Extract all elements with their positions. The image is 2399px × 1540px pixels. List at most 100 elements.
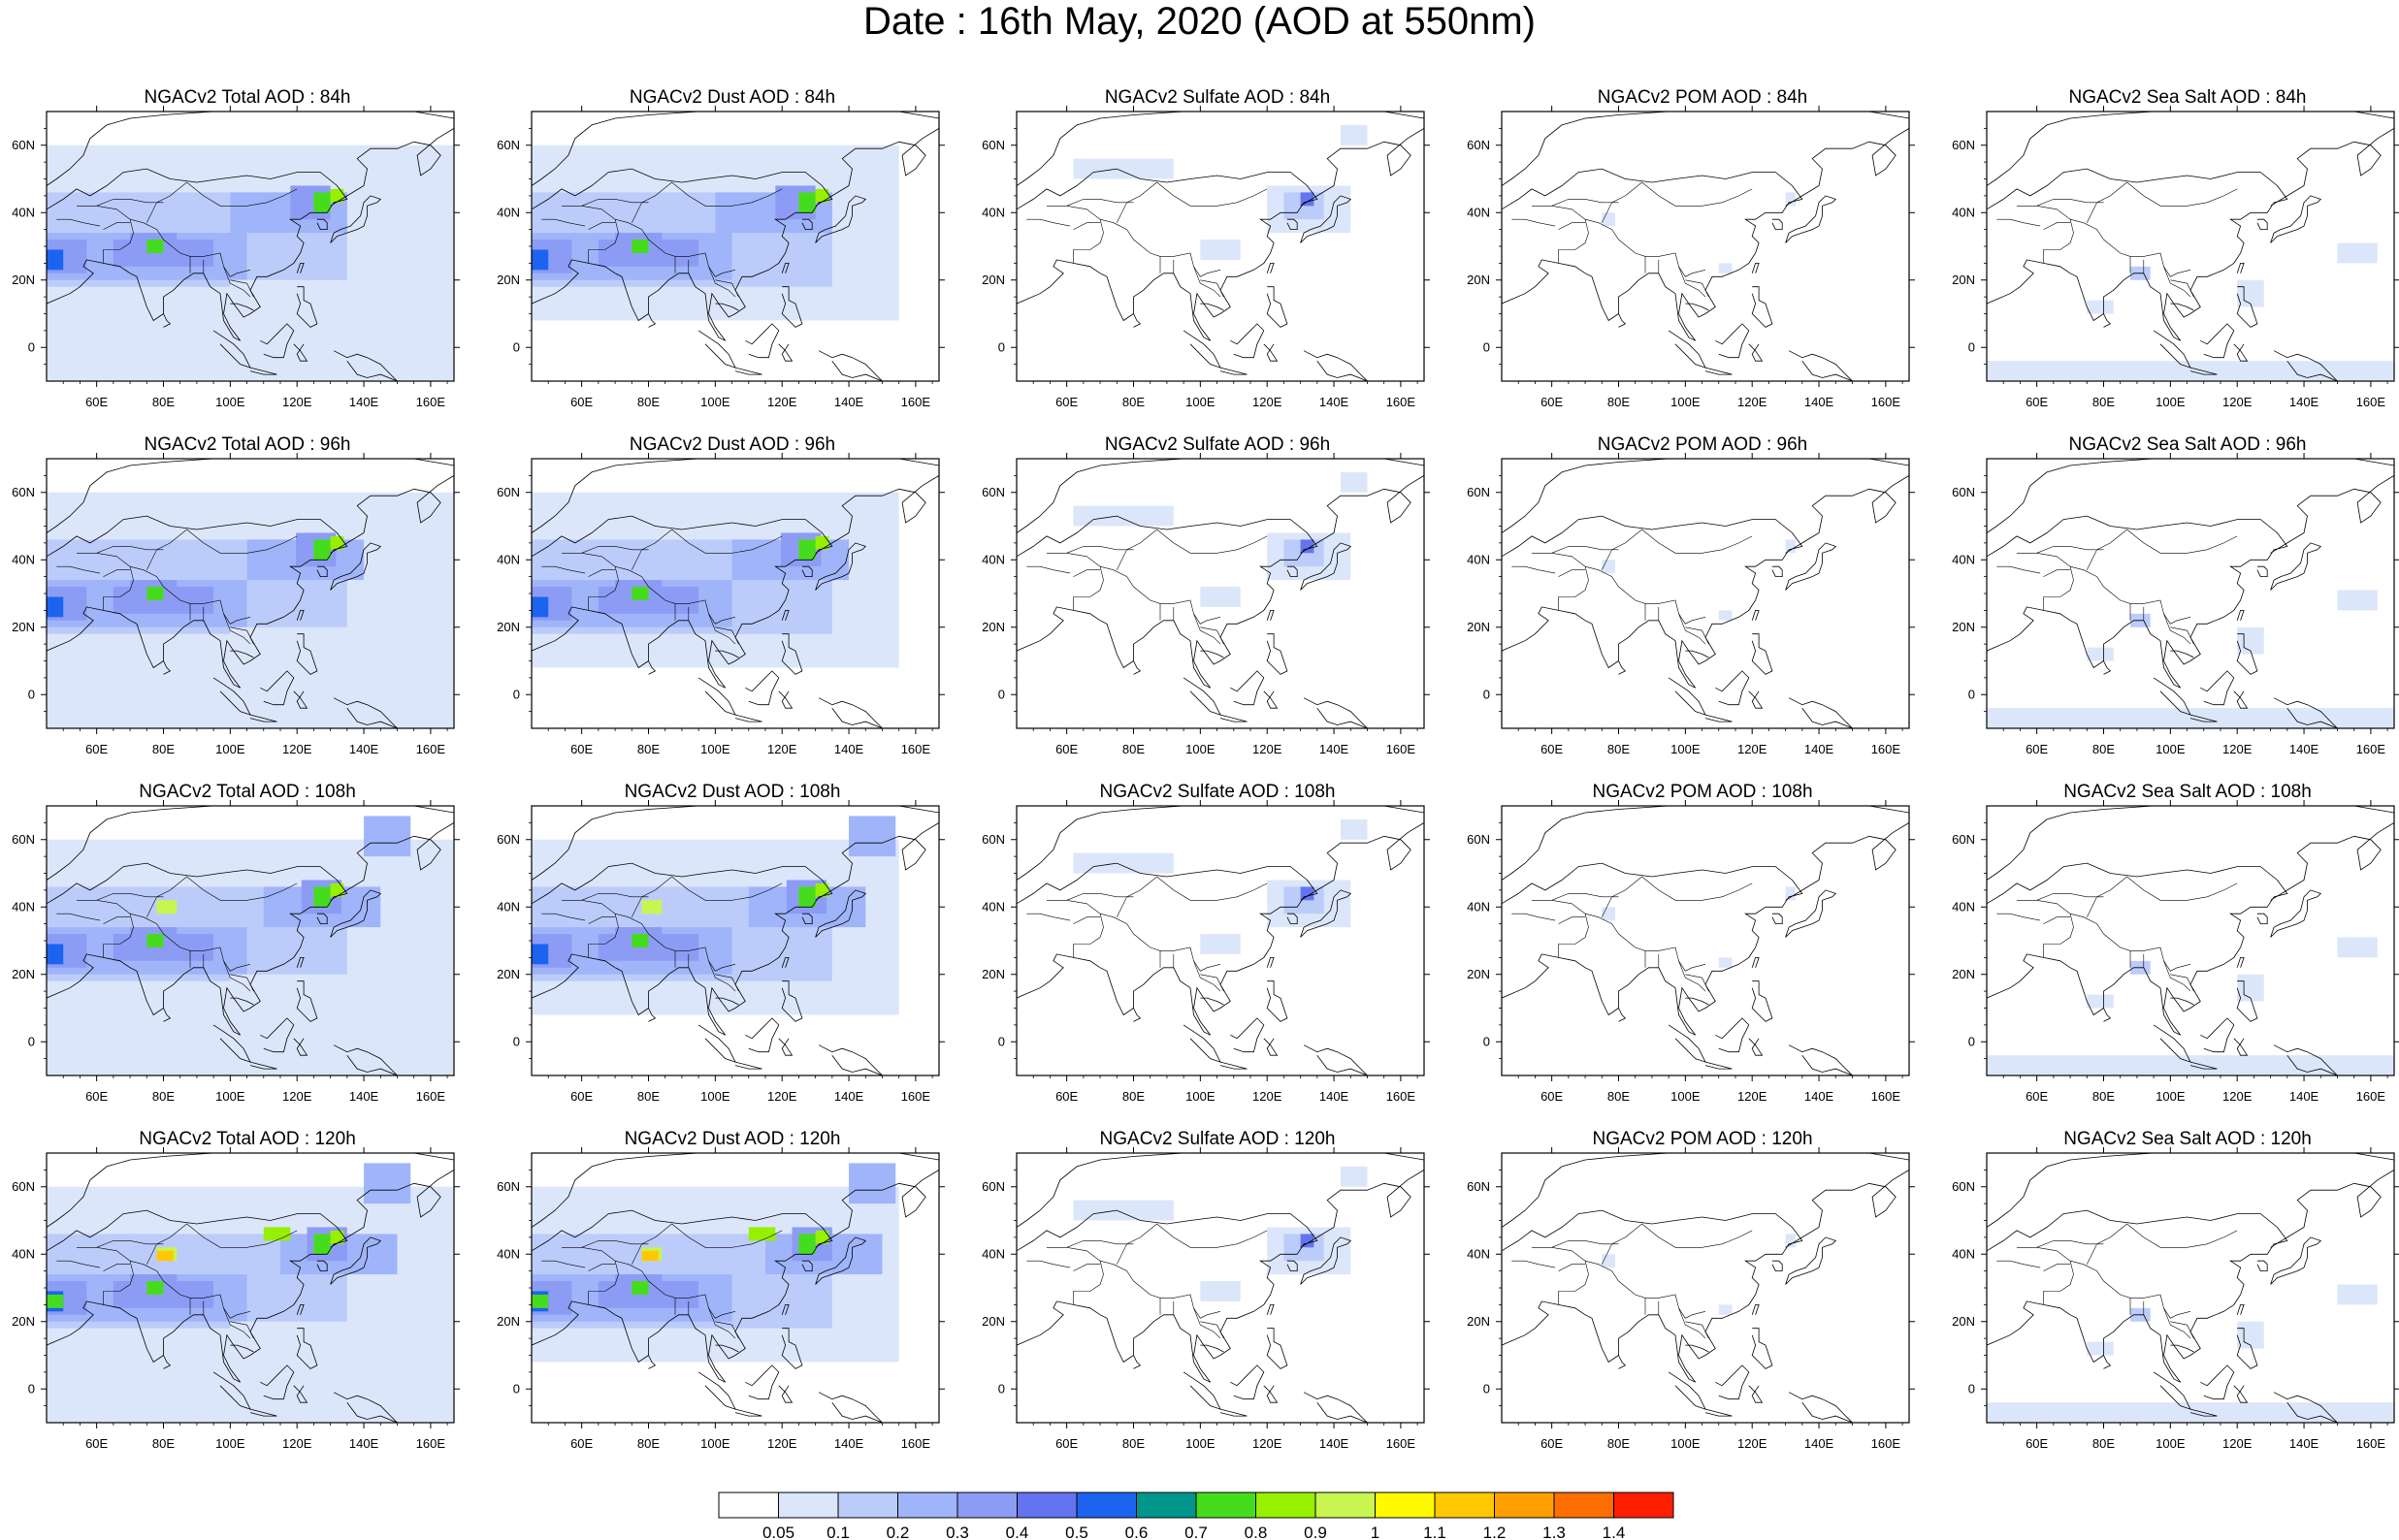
country-border <box>1511 1260 1556 1268</box>
country-border <box>230 974 254 992</box>
aod-field <box>47 1163 454 1423</box>
coastline <box>2189 1061 2218 1070</box>
map-background <box>1502 459 1909 728</box>
coastline <box>715 303 739 311</box>
aod-cell <box>230 279 454 348</box>
lat-tick-label: 60N <box>982 832 1005 847</box>
country-border <box>77 893 164 901</box>
aod-field <box>1987 937 2394 1075</box>
map-plot: 60E 80E 100E 120E 140E 160E 60N 40N 20N 0 <box>12 1147 460 1451</box>
lon-tick-label: 60E <box>2026 742 2048 756</box>
coastline <box>1300 475 1424 554</box>
country-border <box>632 529 783 570</box>
country-border <box>1511 565 1556 574</box>
aod-cell <box>632 240 649 253</box>
coastline <box>1219 714 1248 722</box>
map-plot: 60E 80E 100E 120E 140E 160E 60N 40N 20N 0 <box>497 453 945 756</box>
lon-tick-label: 140E <box>1804 1089 1834 1104</box>
lat-tick-label: 60N <box>12 138 35 152</box>
coastlines <box>532 112 939 381</box>
aod-cell <box>1718 610 1733 621</box>
aod-cell <box>1340 1166 1368 1187</box>
lon-tick-label: 60E <box>85 1089 108 1104</box>
country-border <box>2170 974 2194 992</box>
country-border <box>581 900 736 972</box>
lat-tick-label: 20N <box>1467 1314 1490 1329</box>
coastline <box>2103 1355 2112 1369</box>
coastline <box>781 956 790 968</box>
coastline <box>2256 1260 2268 1271</box>
lat-tick-label: 60N <box>1467 1179 1490 1194</box>
coastlines <box>532 806 939 1075</box>
country-border <box>1678 960 1706 992</box>
aod-cell <box>798 886 816 908</box>
coastline <box>1748 1038 1764 1056</box>
coastline <box>47 515 348 689</box>
lon-tick-label: 100E <box>215 1089 245 1104</box>
coastline <box>2170 650 2194 658</box>
coastline <box>2236 609 2245 621</box>
colorbar-label: 1.2 <box>1483 1524 1507 1540</box>
coastline <box>333 1392 398 1423</box>
aod-cell <box>47 249 64 271</box>
map-plot: 60E 80E 100E 120E 140E 160E 60N 40N 20N 0 <box>1952 453 2399 756</box>
coastline <box>1266 1303 1275 1315</box>
country-border <box>2043 566 2074 611</box>
lat-tick-label: 60N <box>982 485 1005 499</box>
coastline <box>2270 195 2322 243</box>
coastline <box>1987 168 2288 341</box>
country-border <box>1558 916 1586 924</box>
coastline <box>1502 515 1803 689</box>
lon-tick-label: 80E <box>2092 395 2115 409</box>
country-border <box>2043 222 2071 230</box>
coastline <box>1230 1017 1265 1053</box>
coastline <box>1133 1355 1142 1369</box>
coastline <box>1668 677 1706 716</box>
country-border <box>1047 546 1134 554</box>
aod-cell <box>2337 242 2378 264</box>
aod-cell <box>849 816 896 857</box>
lon-tick-label: 160E <box>1386 1089 1416 1104</box>
coastline <box>2273 697 2338 728</box>
country-border <box>1602 181 1753 223</box>
coastline <box>778 343 794 362</box>
coastline <box>1266 633 1288 675</box>
panel-title: NGACv2 Sea Salt AOD : 120h <box>2063 1129 2312 1149</box>
lon-tick-label: 100E <box>2156 1436 2186 1451</box>
country-border <box>2043 1261 2074 1305</box>
coastlines <box>47 806 454 1075</box>
lat-tick-label: 20N <box>12 967 35 981</box>
lon-tick-label: 60E <box>1540 742 1563 756</box>
lat-tick-label: 20N <box>1952 967 1975 981</box>
coastline <box>1618 660 1627 675</box>
coastline <box>1987 1209 2288 1383</box>
lat-tick-label: 0 <box>998 339 1005 354</box>
panel-title: NGACv2 Total AOD : 84h <box>144 87 351 108</box>
country-border <box>2087 529 2238 570</box>
country-border <box>1685 1321 1709 1339</box>
coastline <box>47 1209 348 1383</box>
country-border <box>230 1321 254 1339</box>
country-border <box>715 626 739 645</box>
coastline <box>1704 367 1733 375</box>
aod-cell <box>2087 300 2114 314</box>
coastline <box>333 697 398 728</box>
aod-cell <box>815 1230 829 1244</box>
coastline <box>1266 609 1275 621</box>
colorbar-swatch <box>1255 1492 1316 1519</box>
map-panel-pom-108h: NGACv2 POM AOD : 108h 60E 80E 100E 120E 140E 1… <box>1460 782 1945 1131</box>
lon-tick-label: 120E <box>282 1089 312 1104</box>
country-border <box>1200 626 1224 645</box>
coastline <box>2200 323 2235 359</box>
lon-tick-label: 120E <box>2222 1436 2253 1451</box>
lon-tick-label: 80E <box>1607 742 1630 756</box>
lon-tick-label: 60E <box>1055 1436 1078 1451</box>
lon-tick-label: 80E <box>637 395 660 409</box>
coastline <box>734 1408 762 1417</box>
lon-tick-label: 140E <box>349 395 379 409</box>
coastline <box>296 609 305 621</box>
aod-cell <box>364 1163 411 1204</box>
aod-cell <box>1718 1304 1733 1315</box>
coastline <box>230 650 254 658</box>
country-border <box>2163 960 2191 992</box>
